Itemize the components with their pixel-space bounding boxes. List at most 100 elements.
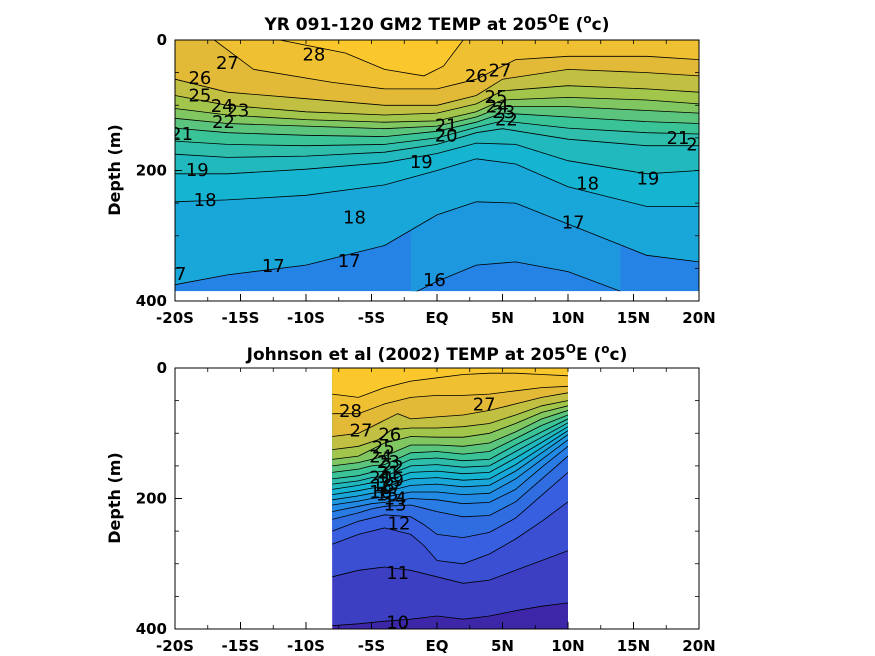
x-tick-label: -10S xyxy=(287,637,325,655)
contour-label: 15 xyxy=(376,485,399,506)
contour-label: 27 xyxy=(350,421,373,442)
isotherm-line xyxy=(332,405,569,460)
isotherm-line xyxy=(332,414,569,473)
contour-label: 17 xyxy=(378,478,401,499)
x-tick-label: EQ xyxy=(426,309,449,327)
contour-label: 13 xyxy=(384,494,407,515)
contour-label: 22 xyxy=(381,457,404,478)
contour-label: 25 xyxy=(485,87,508,108)
contour-label: 18 xyxy=(343,208,366,229)
x-tick-label: 15N xyxy=(617,309,650,327)
contour-label: 17 xyxy=(262,256,285,277)
contour-label: 20 xyxy=(369,468,392,489)
x-tick-label: -20S xyxy=(156,309,194,327)
y-tick-label: 200 xyxy=(136,490,167,508)
isotherm-line xyxy=(175,96,699,123)
isotherm-line xyxy=(332,439,569,506)
bottom-chart-title: Johnson et al (2002) TEMP at 205OE (oc) xyxy=(246,342,628,365)
contour-label: 21 xyxy=(170,124,193,145)
x-tick-label: 15N xyxy=(617,637,650,655)
x-tick-label: -10S xyxy=(287,309,325,327)
isotherm-line xyxy=(332,472,569,539)
contour-label: 26 xyxy=(465,66,488,87)
isotherm-line xyxy=(332,385,569,415)
contour-label: 21 xyxy=(435,116,458,137)
contour-label: 23 xyxy=(492,102,515,123)
top-chart-title: YR 091-120 GM2 TEMP at 205OE (oc) xyxy=(263,12,609,35)
contour-label: 17 xyxy=(338,251,361,272)
contour-label: 23 xyxy=(377,452,400,473)
contour-label: 18 xyxy=(372,475,395,496)
contour-label: 26 xyxy=(188,68,211,89)
isotherm-line xyxy=(332,372,569,398)
isotherm-line xyxy=(332,430,569,495)
contour-label: 18 xyxy=(576,174,599,195)
y-tick-label: 400 xyxy=(136,292,167,310)
contour-label: 21 xyxy=(377,462,400,483)
temperature-band xyxy=(214,40,699,89)
contour-label: 28 xyxy=(302,44,325,65)
isotherm-line xyxy=(332,550,569,584)
isotherm-line xyxy=(175,112,699,138)
contour-label: 11 xyxy=(386,563,409,584)
contour-label: 19 xyxy=(381,470,404,491)
isotherm-line xyxy=(175,68,699,106)
isotherm-line xyxy=(332,426,569,490)
y-tick-label: 200 xyxy=(136,162,167,180)
contour-label: 19 xyxy=(186,160,209,181)
y-tick-label: 400 xyxy=(136,620,167,638)
contour-label: 18 xyxy=(194,190,217,211)
top-panel: YR 091-120 GM2 TEMP at 205OE (oc) Depth … xyxy=(105,12,716,327)
contour-label: 16 xyxy=(423,270,446,291)
x-tick-label: -15S xyxy=(222,637,260,655)
isotherm-line xyxy=(332,410,569,467)
bottom-y-axis-label: Depth (m) xyxy=(105,452,124,544)
x-tick-label: 5N xyxy=(491,637,514,655)
isotherm-line xyxy=(175,106,699,130)
y-tick-label: 0 xyxy=(157,359,167,377)
contour-label: 12 xyxy=(388,513,411,534)
x-tick-label: 10N xyxy=(551,309,584,327)
isotherm-line xyxy=(332,418,569,480)
isotherm-line xyxy=(332,392,569,437)
contour-label: 17 xyxy=(164,264,187,285)
temperature-band xyxy=(332,368,568,398)
x-tick-label: 20N xyxy=(682,637,715,655)
contour-label: 22 xyxy=(212,112,235,133)
isotherm-line xyxy=(175,201,699,286)
isotherm-line xyxy=(332,400,569,450)
contour-label: 14 xyxy=(384,489,407,510)
contour-label: 16 xyxy=(369,482,392,503)
top-y-axis-label: Depth (m) xyxy=(105,124,124,216)
isotherm-line xyxy=(175,85,699,116)
isotherm-line xyxy=(332,434,569,501)
x-tick-label: -15S xyxy=(222,309,260,327)
isotherm-line xyxy=(279,40,464,77)
contour-label: 27 xyxy=(473,395,496,416)
isotherm-line xyxy=(175,120,699,147)
isotherm-line xyxy=(332,455,569,520)
isotherm-line xyxy=(175,128,699,158)
isotherm-line xyxy=(332,422,569,485)
x-tick-label: -5S xyxy=(358,637,385,655)
contour-label: 23 xyxy=(226,101,249,122)
x-tick-label: -5S xyxy=(358,309,385,327)
isotherm-line xyxy=(214,40,699,90)
contour-label: 20 xyxy=(435,125,458,146)
contour-label: 19 xyxy=(636,168,659,189)
contour-label: 27 xyxy=(488,61,511,82)
isotherm-line xyxy=(332,501,569,565)
contour-label: 22 xyxy=(495,110,518,131)
contour-label: 10 xyxy=(386,613,409,634)
contour-label: 25 xyxy=(372,438,395,459)
x-tick-label: 20N xyxy=(682,309,715,327)
contour-label: 28 xyxy=(339,401,362,422)
isotherm-line xyxy=(175,142,699,175)
x-tick-label: -20S xyxy=(156,637,194,655)
bottom-panel: Johnson et al (2002) TEMP at 205OE (oc) … xyxy=(105,342,716,655)
contour-label: 27 xyxy=(216,53,239,74)
contour-label: 19 xyxy=(410,152,433,173)
